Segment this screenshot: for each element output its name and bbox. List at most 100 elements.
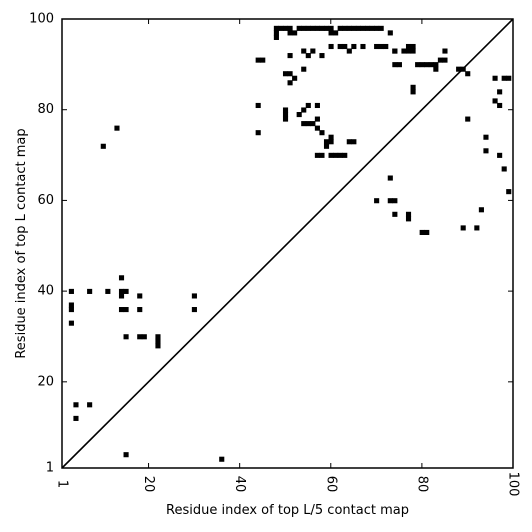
contact-cell-upper xyxy=(442,48,448,54)
contact-cell-upper xyxy=(287,30,293,36)
contact-cell-upper xyxy=(282,107,289,113)
contact-cell-upper xyxy=(333,152,339,158)
contact-cell-upper xyxy=(273,30,279,36)
contact-cell-upper xyxy=(278,25,284,31)
contact-cell-upper xyxy=(392,211,398,217)
contact-cell-upper xyxy=(328,152,334,158)
contact-cell-upper xyxy=(478,207,484,213)
contact-cell-upper xyxy=(260,57,266,63)
contact-cell-upper xyxy=(474,225,480,231)
contact-cell-upper xyxy=(287,71,293,77)
contact-cell-upper xyxy=(337,152,343,158)
contact-cell-lower xyxy=(137,307,143,313)
contact-cell-lower xyxy=(100,143,106,149)
contact-cell-upper xyxy=(351,43,357,50)
contact-cell-upper xyxy=(387,30,393,36)
contact-cell-lower xyxy=(68,307,74,313)
contact-cell-upper xyxy=(328,134,334,140)
contact-cell-upper xyxy=(405,43,412,50)
contact-cell-lower xyxy=(123,307,129,313)
contact-cell-lower xyxy=(105,288,111,294)
contact-cell-upper xyxy=(360,25,366,31)
y-tick-label: 60 xyxy=(37,193,54,208)
y-tick-label: 1 xyxy=(46,461,54,476)
contact-cell-upper xyxy=(301,107,307,113)
contact-cell-upper xyxy=(410,84,416,90)
contact-cell-upper xyxy=(405,211,412,217)
contact-cell-upper xyxy=(255,102,261,109)
contact-cell-lower xyxy=(87,402,93,408)
contact-cell-upper xyxy=(305,102,311,109)
contact-cell-upper xyxy=(305,121,311,127)
contact-cell-lower xyxy=(68,302,74,308)
contact-cell-upper xyxy=(465,116,471,122)
contact-cell-upper xyxy=(405,48,412,54)
contact-cell-lower xyxy=(73,402,79,408)
contact-cell-lower xyxy=(137,293,143,299)
contact-cell-upper xyxy=(410,48,416,54)
contact-cell-upper xyxy=(364,25,371,31)
contact-cell-lower xyxy=(118,307,125,313)
contact-cell-upper xyxy=(401,48,407,54)
contact-cell-upper xyxy=(255,130,261,136)
y-axis-label: Residue index of top L contact map xyxy=(14,128,29,358)
contact-cell-upper xyxy=(301,48,307,54)
contact-cell-upper xyxy=(314,125,320,131)
contact-cell-upper xyxy=(301,25,307,31)
contact-cell-lower xyxy=(87,288,93,294)
contact-cell-upper xyxy=(387,175,393,181)
contact-cell-lower xyxy=(118,275,125,281)
contact-cell-upper xyxy=(492,98,498,104)
contact-cell-lower xyxy=(114,125,120,131)
contact-cell-upper xyxy=(460,225,466,231)
contact-cell-upper xyxy=(273,25,279,31)
contact-cell-lower xyxy=(118,288,125,294)
x-tick-label: 40 xyxy=(232,476,247,493)
contact-cell-upper xyxy=(392,48,398,54)
contact-cell-upper xyxy=(292,75,298,81)
contact-cell-upper xyxy=(419,62,425,68)
contact-cell-lower xyxy=(137,334,143,340)
contact-cell-upper xyxy=(314,25,320,31)
contact-cell-upper xyxy=(392,62,398,68)
contact-cell-upper xyxy=(328,25,334,31)
contact-cell-upper xyxy=(301,66,307,72)
contact-cell-upper xyxy=(342,43,348,50)
contact-cell-upper xyxy=(282,71,289,77)
contact-cell-upper xyxy=(323,139,330,145)
contact-cell-upper xyxy=(456,66,462,72)
contact-cell-upper xyxy=(501,166,507,172)
contact-cell-upper xyxy=(287,53,293,59)
contact-cell-upper xyxy=(328,30,334,36)
contact-cell-upper xyxy=(351,139,357,145)
contact-cell-upper xyxy=(342,25,348,31)
x-tick-label: 20 xyxy=(141,476,156,493)
contact-cell-upper xyxy=(305,53,311,59)
contact-cell-lower xyxy=(155,334,161,340)
contact-cell-upper xyxy=(378,25,384,31)
x-tick-label: 80 xyxy=(414,476,429,493)
contact-cell-upper xyxy=(337,25,343,31)
contact-cell-upper xyxy=(310,121,316,127)
contact-cell-upper xyxy=(442,57,448,63)
contact-cell-upper xyxy=(437,57,443,63)
contact-cell-lower xyxy=(219,456,225,462)
contact-cell-upper xyxy=(501,75,507,81)
contact-cell-upper xyxy=(410,43,416,50)
contact-cell-upper xyxy=(506,75,512,81)
contact-cell-lower xyxy=(191,293,197,299)
contact-cell-upper xyxy=(314,152,320,158)
y-tick-label: 100 xyxy=(29,12,54,27)
contact-cell-upper xyxy=(328,43,334,50)
contact-cell-upper xyxy=(342,152,348,158)
contact-cell-upper xyxy=(319,25,325,31)
contact-cell-upper xyxy=(405,216,412,222)
contact-cell-lower xyxy=(118,293,125,299)
contact-cell-upper xyxy=(351,25,357,31)
contact-cell-upper xyxy=(273,34,279,40)
contact-cell-upper xyxy=(483,148,489,154)
diagonal-line xyxy=(61,18,514,469)
contact-cell-upper xyxy=(428,62,434,68)
contact-cell-upper xyxy=(319,152,325,158)
contact-cell-upper xyxy=(346,139,352,145)
